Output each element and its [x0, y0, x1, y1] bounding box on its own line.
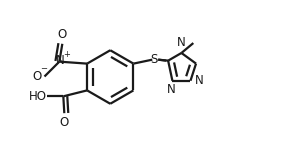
- Text: N: N: [56, 54, 65, 67]
- Text: O: O: [60, 116, 69, 129]
- Text: N: N: [167, 83, 176, 96]
- Text: HO: HO: [28, 90, 46, 103]
- Text: S: S: [151, 53, 158, 66]
- Text: N: N: [177, 36, 186, 49]
- Text: O: O: [32, 70, 42, 83]
- Text: O: O: [58, 28, 67, 41]
- Text: N: N: [194, 74, 203, 87]
- Text: −: −: [40, 64, 47, 73]
- Text: +: +: [63, 50, 70, 59]
